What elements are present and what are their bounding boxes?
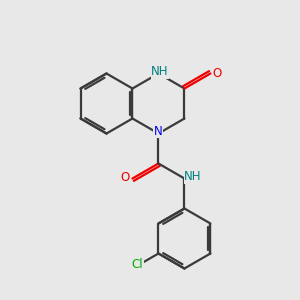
Text: N: N [154,124,162,138]
Text: NH: NH [151,65,169,78]
Text: Cl: Cl [132,257,143,271]
Text: NH: NH [184,170,202,183]
Text: O: O [212,67,222,80]
Text: O: O [120,170,130,184]
